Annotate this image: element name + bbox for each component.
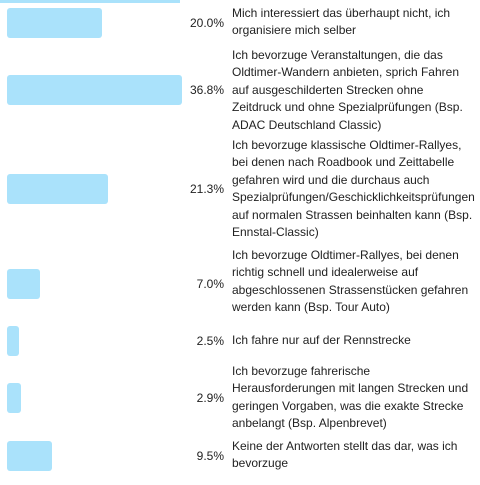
category-label: Mich interessiert das überhaupt nicht, i… [232,6,451,38]
value-label: 2.5% [196,334,224,348]
bar [7,8,102,38]
bar [7,75,182,105]
bar [7,326,19,356]
category-label: Ich bevorzuge klassische Oldtimer-Rallye… [232,138,475,240]
bar [7,174,108,204]
value-label: 20.0% [189,16,224,30]
value-label: 2.9% [196,391,224,405]
bar [7,269,40,299]
value-label: 9.5% [196,449,224,463]
value-label: 7.0% [196,277,224,291]
top-divider-strip [0,0,480,3]
value-label: 21.3% [189,182,224,196]
category-label: Ich fahre nur auf der Rennstrecke [232,333,411,347]
bar [7,383,21,413]
value-label: 36.8% [189,83,224,97]
category-label: Ich bevorzuge fahrerische Herausforderun… [232,364,469,431]
category-label: Ich bevorzuge Veranstaltungen, die das O… [232,48,463,132]
bar [7,441,52,471]
category-label: Ich bevorzuge Oldtimer-Rallyes, bei dene… [232,248,469,315]
category-label: Keine der Antworten stellt das dar, was … [232,439,458,471]
